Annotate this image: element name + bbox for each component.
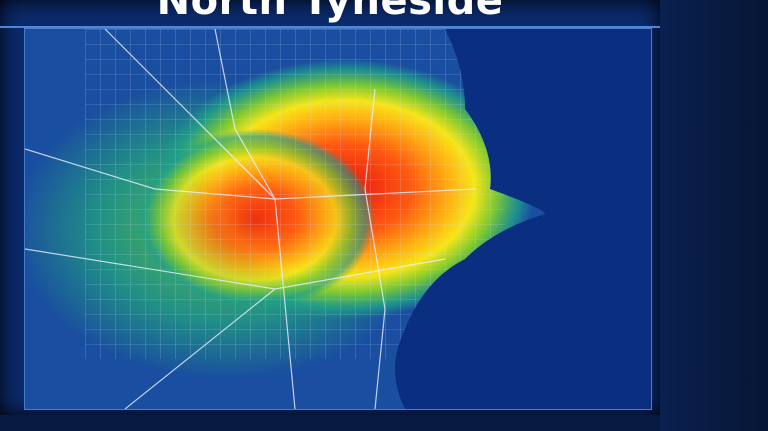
side-shade [660,0,768,431]
page-title: North Tyneside [156,0,504,24]
heatmap-map [24,28,652,410]
title-divider [0,26,660,28]
roads [25,29,476,409]
